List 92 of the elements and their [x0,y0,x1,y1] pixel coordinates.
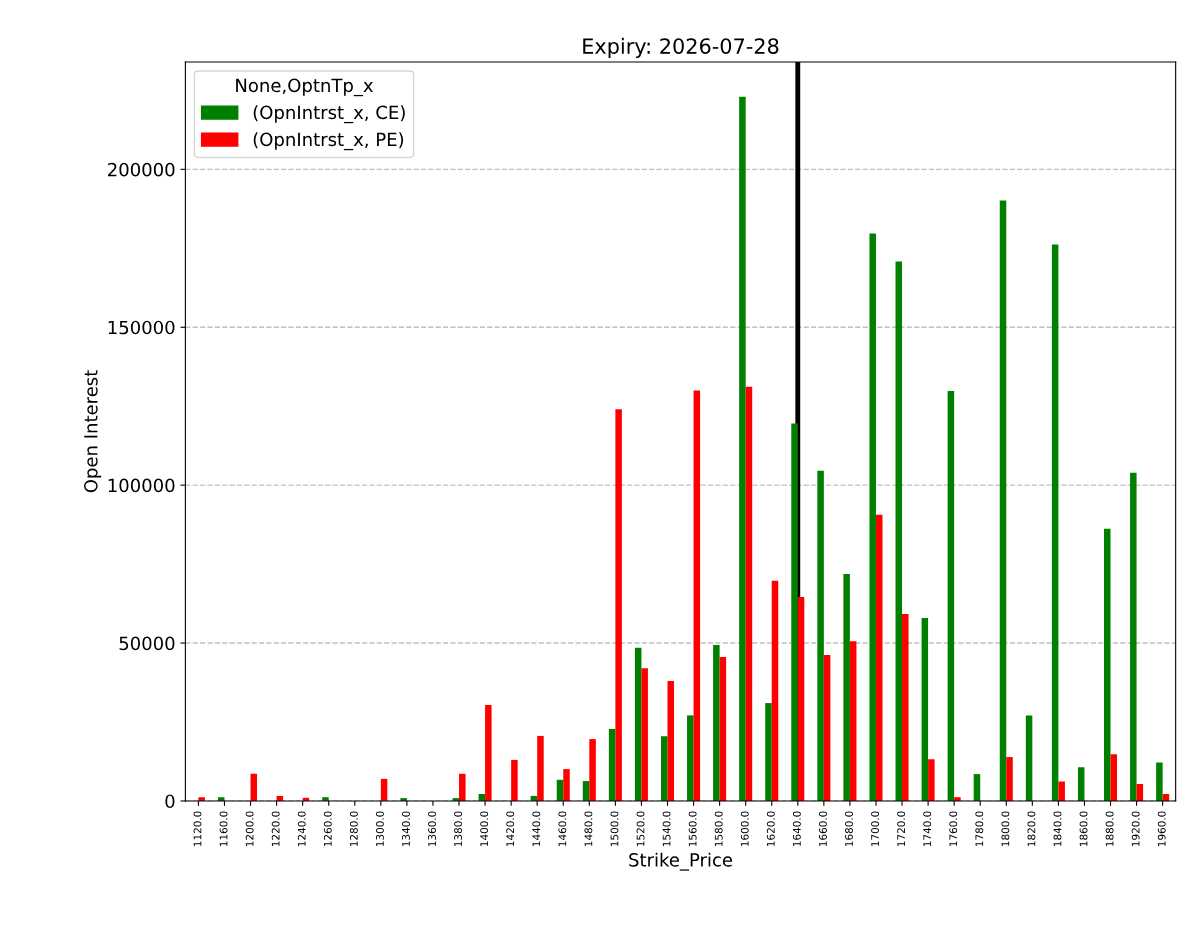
x-tick-label: 1800.0 [1001,811,1010,846]
x-tick-label: 1860.0 [1079,811,1088,846]
x-tick-label: 1640.0 [792,811,801,846]
x-tick-label: 1580.0 [714,811,723,846]
bar [823,655,831,801]
bar [485,704,492,801]
x-tick-label: 1240.0 [297,811,306,846]
bar [797,596,805,801]
x-axis-title: Strike_Price [629,852,733,871]
bar [849,641,857,801]
bar [641,668,648,801]
x-tick-label: 1120.0 [193,811,202,846]
bar [687,715,694,801]
bar [660,736,668,801]
x-tick-label: 1660.0 [819,811,827,846]
x-tick-label: 1960.0 [1157,811,1166,846]
x-tick-label: 1400.0 [480,811,489,846]
x-tick-label: 1480.0 [584,811,593,846]
x-tick-label: 1160.0 [219,811,228,846]
x-tick-label: 1560.0 [688,811,697,846]
x-tick-label: 1340.0 [402,811,410,846]
bar [843,573,850,801]
x-tick-label: 1500.0 [610,811,619,846]
bar [765,703,772,801]
bar [1130,472,1137,801]
bar [817,470,824,801]
x-tick-label: 1280.0 [349,811,358,846]
x-tick-label: 1360.0 [428,811,436,846]
x-tick-label: 1760.0 [949,811,958,846]
bar [1110,754,1118,801]
bar [947,391,955,801]
y-tick-label: 200000 [108,162,175,177]
bar [1006,757,1013,801]
x-tick-label: 1520.0 [636,811,645,846]
x-tick-label: 1380.0 [454,811,463,846]
bar [1058,781,1065,801]
x-tick-label: 1720.0 [897,811,906,846]
bar [869,233,876,801]
x-tick-label: 1780.0 [975,811,984,846]
bar [895,261,903,801]
bar [713,644,720,801]
x-tick-label: 1260.0 [323,811,332,846]
bar [1025,715,1033,801]
bar [1104,528,1111,801]
legend-title: None,OptnTp_x [236,78,374,97]
x-tick-label: 1600.0 [740,811,749,846]
bar [771,580,779,801]
bar [667,680,675,801]
bar [1051,244,1059,801]
x-tick-label: 1200.0 [245,811,254,846]
x-tick-label: 1620.0 [766,811,775,846]
bar [634,647,642,801]
bar [902,614,909,801]
bar [1077,767,1085,801]
x-tick-label: 1920.0 [1131,811,1140,846]
bar [608,728,616,801]
bar [589,739,596,801]
bar [615,409,622,801]
bar [921,618,929,801]
bar [739,96,746,801]
x-tick-label: 1740.0 [923,811,932,846]
x-tick-label: 1420.0 [506,811,515,846]
x-tick-label: 1460.0 [558,811,567,846]
bar [719,656,727,801]
bar [745,386,753,801]
y-tick-label: 50000 [119,636,175,651]
bar [511,759,518,801]
x-tick-label: 1880.0 [1105,811,1114,846]
y-tick-label: 0 [165,794,175,809]
bar [999,200,1007,801]
x-tick-label: 1680.0 [845,811,853,846]
bar [928,759,935,801]
x-tick-label: 1700.0 [871,811,879,846]
bar [1156,762,1163,801]
bar [563,769,570,801]
bar [537,735,544,801]
bar [791,423,798,801]
y-tick-label: 100000 [108,478,175,493]
x-tick-label: 1820.0 [1027,811,1036,846]
y-axis-title: Open Interest [84,370,102,493]
y-tick-label: 150000 [108,320,175,335]
x-tick-label: 1300.0 [375,811,384,846]
x-tick-label: 1220.0 [271,811,280,846]
bar [875,514,883,801]
x-tick-label: 1540.0 [662,811,671,846]
chart-title: Expiry: 2026-07-28 [583,37,779,58]
x-tick-label: 1840.0 [1053,811,1062,846]
legend-label: (OpnIntrst_x, PE) [253,132,404,151]
legend-label: (OpnIntrst_x, CE) [253,105,405,124]
x-tick-label: 1440.0 [532,811,541,846]
bar [459,773,466,801]
bar [693,390,701,801]
